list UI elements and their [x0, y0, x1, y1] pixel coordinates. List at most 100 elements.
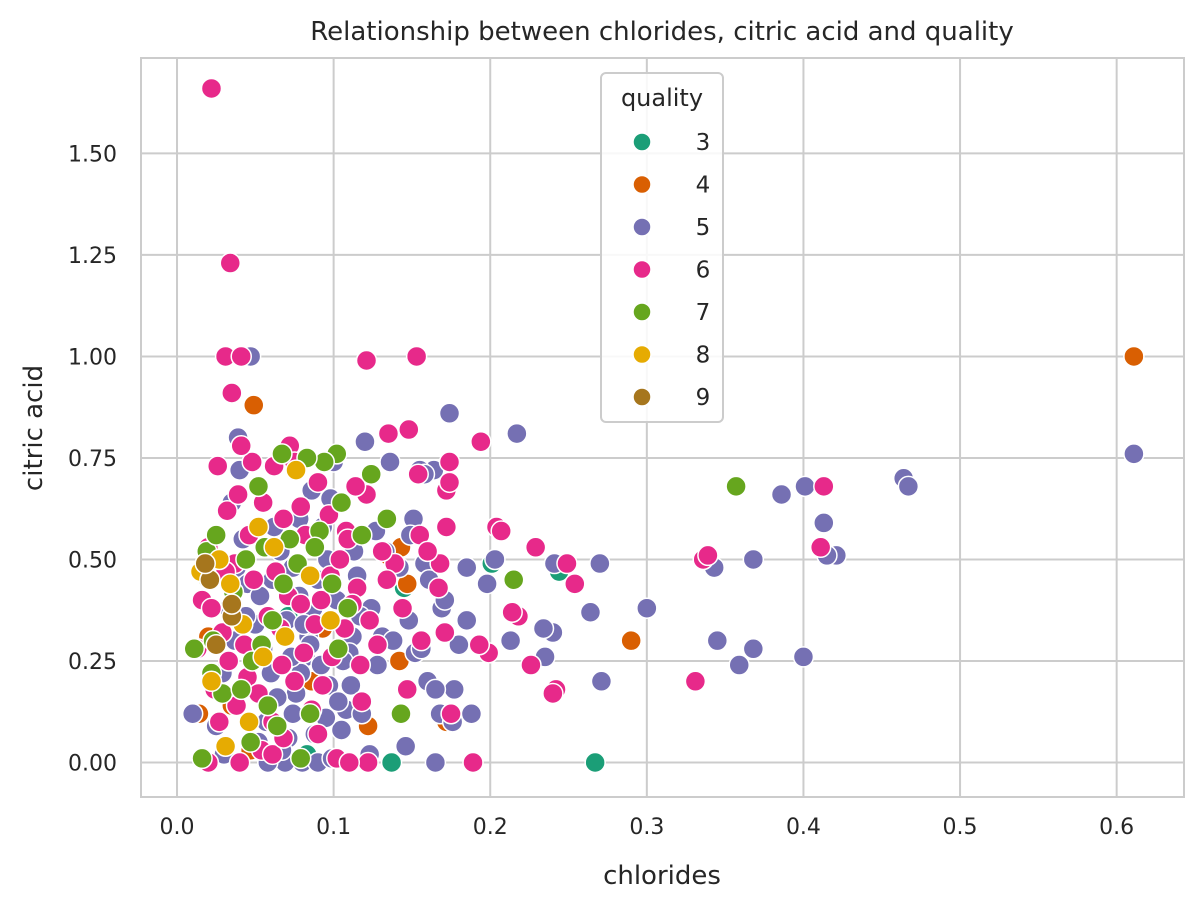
data-point — [336, 597, 359, 619]
data-point — [470, 430, 492, 453]
data-point — [216, 499, 238, 522]
data-point — [391, 597, 414, 619]
y-tick-label: 0.75 — [68, 447, 117, 472]
data-point — [358, 609, 381, 632]
plot-area-frame — [140, 57, 1185, 798]
data-point — [307, 471, 329, 494]
data-point — [376, 508, 398, 530]
data-point — [379, 451, 401, 473]
data-point — [205, 524, 227, 546]
data-point — [590, 670, 613, 693]
data-point — [243, 394, 265, 416]
data-point — [462, 751, 484, 774]
data-point — [416, 540, 439, 563]
data-point — [636, 597, 658, 619]
data-point — [238, 711, 260, 733]
data-point — [813, 475, 835, 498]
data-point — [499, 629, 522, 652]
data-point — [532, 617, 555, 640]
legend-label: 8 — [696, 343, 711, 369]
data-point — [181, 703, 204, 725]
legend-items: 3 4 5 6 7 8 9 — [632, 130, 711, 411]
data-point — [589, 552, 611, 575]
data-point — [241, 451, 263, 473]
data-point — [183, 638, 205, 660]
legend-label: 9 — [696, 385, 711, 411]
data-point — [390, 703, 412, 725]
data-point — [321, 573, 343, 595]
data-point — [468, 633, 491, 656]
data-point — [371, 540, 393, 563]
series-7 — [183, 443, 747, 770]
data-point — [376, 569, 398, 591]
data-point — [311, 674, 334, 697]
data-point — [728, 654, 750, 676]
data-point — [742, 548, 765, 571]
data-point — [217, 650, 240, 672]
data-point — [227, 483, 249, 506]
data-point — [377, 422, 400, 445]
data-point — [221, 382, 243, 404]
data-point — [221, 593, 243, 615]
legend-marker — [632, 174, 652, 195]
data-point — [285, 459, 307, 481]
data-point — [243, 569, 265, 591]
data-point — [200, 670, 223, 693]
x-tick-label: 0.6 — [1099, 815, 1134, 840]
y-tick-label: 1.50 — [68, 142, 117, 167]
data-point — [455, 609, 478, 632]
legend-label: 6 — [696, 258, 711, 284]
data-point — [438, 402, 461, 425]
data-point — [200, 77, 223, 100]
legend-label: 5 — [696, 215, 711, 241]
data-point — [261, 743, 284, 766]
data-point — [330, 491, 353, 514]
legend-marker — [632, 259, 652, 280]
x-tick-label: 0.3 — [629, 815, 664, 840]
data-point — [338, 751, 361, 774]
data-point — [247, 475, 270, 498]
data-point — [310, 589, 332, 611]
legend-marker — [632, 217, 652, 237]
y-tick-label: 0.50 — [68, 548, 117, 573]
data-point — [344, 475, 367, 498]
chart-title: Relationship between chlorides, citric a… — [310, 17, 1014, 47]
data-point — [424, 678, 447, 701]
data-point — [327, 690, 350, 713]
legend-marker — [632, 132, 652, 152]
data-point — [191, 747, 213, 770]
x-tick-label: 0.0 — [160, 815, 195, 840]
y-tick-label: 0.25 — [68, 650, 117, 675]
x-tick-label: 0.4 — [786, 815, 821, 840]
data-point — [299, 703, 321, 725]
legend-marker — [632, 344, 652, 365]
y-tick-label: 0.00 — [68, 751, 117, 776]
data-point — [219, 252, 242, 274]
data-point — [792, 646, 815, 668]
data-point — [351, 524, 373, 546]
data-point — [329, 548, 351, 571]
data-point — [438, 451, 461, 473]
data-point — [434, 621, 456, 644]
data-point — [351, 690, 373, 713]
data-point — [697, 544, 719, 567]
data-point — [490, 520, 512, 542]
data-point — [289, 593, 312, 615]
legend-label: 7 — [696, 300, 711, 326]
data-point — [271, 654, 293, 676]
data-point — [725, 475, 747, 498]
legend-title: quality — [621, 84, 703, 112]
data-point — [506, 422, 528, 445]
data-point — [205, 633, 227, 656]
x-tick-label: 0.5 — [943, 815, 978, 840]
data-point — [742, 638, 765, 660]
data-point — [770, 483, 793, 506]
data-point — [354, 430, 376, 453]
data-point — [289, 747, 312, 770]
data-point — [706, 629, 729, 652]
data-point — [228, 751, 251, 774]
data-point — [230, 678, 252, 701]
data-point — [579, 601, 602, 623]
data-point — [556, 552, 578, 575]
